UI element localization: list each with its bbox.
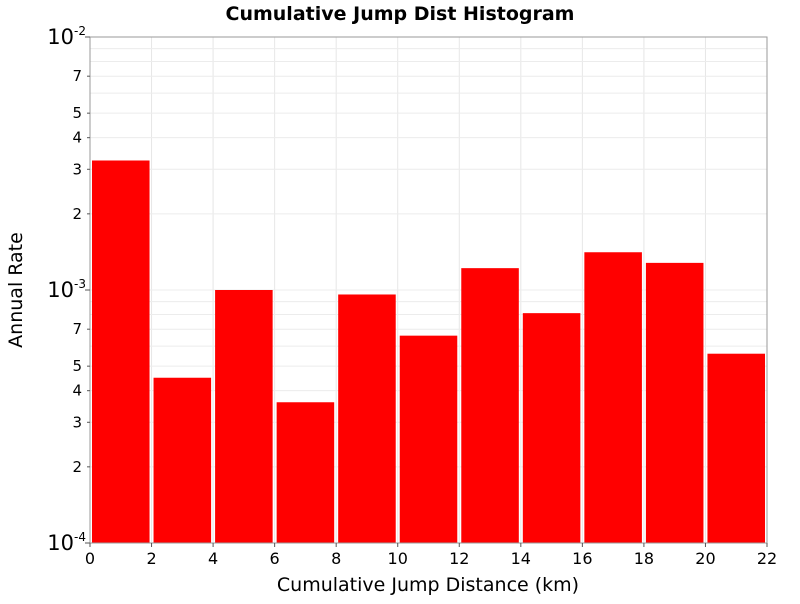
histogram-bar xyxy=(276,402,335,543)
y-minor-tick-label: 3 xyxy=(72,160,82,178)
y-minor-tick-label: 4 xyxy=(72,129,82,147)
histogram-bar xyxy=(92,160,150,543)
y-minor-tick-label: 3 xyxy=(72,413,82,431)
histogram-bar xyxy=(461,268,519,543)
x-tick-label: 10 xyxy=(388,549,408,568)
histogram-bar xyxy=(399,335,458,543)
y-decade-label: 10-4 xyxy=(47,530,86,555)
histogram-bar xyxy=(522,313,581,543)
x-tick-label: 4 xyxy=(208,549,218,568)
y-minor-tick-label: 5 xyxy=(72,357,82,375)
x-tick-label: 20 xyxy=(695,549,715,568)
x-tick-label: 8 xyxy=(331,549,341,568)
x-axis-ticks: 0 2 4 6 8 10 12 14 16 18 20 22 xyxy=(85,543,777,568)
x-tick-label: 18 xyxy=(634,549,654,568)
y-decade-label: 10-2 xyxy=(47,24,86,49)
y-minor-tick-label: 7 xyxy=(72,67,82,85)
y-minor-tick-label: 4 xyxy=(72,382,82,400)
histogram-bar xyxy=(707,353,765,543)
y-decade-label: 10-3 xyxy=(47,277,86,302)
histogram-bar xyxy=(153,377,212,543)
x-axis-label: Cumulative Jump Distance (km) xyxy=(277,574,579,596)
x-tick-label: 0 xyxy=(85,549,95,568)
x-tick-label: 12 xyxy=(449,549,469,568)
x-tick-label: 6 xyxy=(270,549,280,568)
x-tick-label: 14 xyxy=(511,549,531,568)
y-axis-label: Annual Rate xyxy=(5,232,27,348)
y-minor-tick-label: 2 xyxy=(72,458,82,476)
x-tick-label: 16 xyxy=(572,549,592,568)
chart-title: Cumulative Jump Dist Histogram xyxy=(226,3,575,25)
y-minor-tick-label: 2 xyxy=(72,205,82,223)
histogram-bar xyxy=(584,252,642,543)
bars xyxy=(92,160,765,543)
histogram-bar xyxy=(338,294,396,543)
y-axis-ticks: 10-4 10-3 10-2 2 3 4 5 7 2 3 4 5 7 xyxy=(47,24,90,555)
y-minor-tick-label: 7 xyxy=(72,320,82,338)
histogram-bar xyxy=(645,262,704,543)
x-tick-label: 22 xyxy=(757,549,777,568)
x-tick-label: 2 xyxy=(146,549,156,568)
histogram-bar xyxy=(215,290,273,543)
y-minor-tick-label: 5 xyxy=(72,104,82,122)
